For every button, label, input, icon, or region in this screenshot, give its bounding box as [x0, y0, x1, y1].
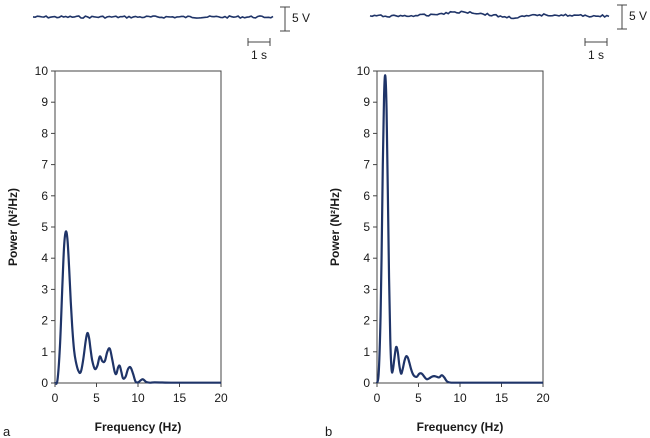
y-tick-label-a-4: 4 — [41, 251, 48, 265]
panel-a-spectrum-chart: 0 1 2 3 4 5 6 7 8 9 10 0 5 10 15 20 Frequency (Hz) Pow… — [3, 64, 228, 438]
time-scale-bar-b — [584, 38, 608, 46]
y-tick-label-a-8: 8 — [41, 126, 48, 140]
y-tick-label-a-2: 2 — [41, 314, 48, 328]
time-scale-label-b: 1 s — [588, 48, 604, 62]
y-tick-label-b-10: 10 — [357, 64, 371, 78]
y-axis-ticks-a: 0 1 2 3 4 5 6 7 8 9 10 — [35, 64, 55, 390]
y-tick-label-b-0: 0 — [363, 376, 370, 390]
plot-frame-a — [54, 70, 222, 384]
y-tick-label-b-5: 5 — [363, 220, 370, 234]
y-tick-label-a-9: 9 — [41, 95, 48, 109]
panel-b-spectrum-chart: 0 1 2 3 4 5 6 7 8 9 10 0 5 10 15 20 Frequency (Hz) Pow… — [325, 64, 550, 438]
x-tick-label-b-2: 10 — [453, 391, 467, 405]
time-scale-bar-a — [247, 38, 271, 46]
voltage-scale-label-b: 5 V — [629, 9, 647, 23]
y-tick-label-b-8: 8 — [363, 126, 370, 140]
y-tick-label-a-6: 6 — [41, 189, 48, 203]
voltage-scale-bar-a — [280, 6, 290, 32]
x-axis-title-a: Frequency (Hz) — [95, 420, 182, 434]
y-tick-label-a-7: 7 — [41, 158, 48, 172]
x-tick-label-b-3: 15 — [495, 391, 509, 405]
x-tick-label-a-2: 10 — [131, 391, 145, 405]
x-tick-label-a-3: 15 — [173, 391, 187, 405]
y-axis-ticks-b: 0 1 2 3 4 5 6 7 8 9 10 — [357, 64, 377, 390]
y-tick-label-b-9: 9 — [363, 95, 370, 109]
panel-label-a: a — [3, 424, 11, 438]
power-curve-b — [375, 74, 543, 384]
panel-label-b: b — [325, 424, 332, 438]
voltage-scale-label-a: 5 V — [292, 11, 310, 25]
y-tick-label-a-3: 3 — [41, 282, 48, 296]
y-tick-label-b-4: 4 — [363, 251, 370, 265]
x-axis-title-b: Frequency (Hz) — [417, 420, 504, 434]
x-tick-label-a-1: 5 — [93, 391, 100, 405]
panel-a-raw-signal: 5 V 1 s — [32, 6, 310, 62]
y-tick-label-a-0: 0 — [41, 376, 48, 390]
x-tick-label-b-1: 5 — [415, 391, 422, 405]
y-tick-label-b-1: 1 — [363, 345, 370, 359]
power-curve-a — [53, 230, 221, 385]
y-tick-label-a-10: 10 — [35, 64, 49, 78]
voltage-scale-bar-b — [617, 4, 627, 30]
x-tick-label-a-0: 0 — [52, 391, 59, 405]
y-tick-label-b-3: 3 — [363, 282, 370, 296]
y-tick-label-b-2: 2 — [363, 314, 370, 328]
plot-frame-b — [376, 70, 544, 384]
x-tick-label-a-4: 20 — [214, 391, 228, 405]
x-tick-label-b-4: 20 — [536, 391, 550, 405]
y-tick-label-a-5: 5 — [41, 220, 48, 234]
x-axis-ticks-b: 0 5 10 15 20 — [374, 383, 550, 405]
raw-signal-trace-b — [369, 10, 610, 20]
x-tick-label-b-0: 0 — [374, 391, 381, 405]
y-tick-label-b-6: 6 — [363, 189, 370, 203]
y-tick-label-a-1: 1 — [41, 345, 48, 359]
raw-signal-trace-a — [32, 15, 274, 20]
y-tick-label-b-7: 7 — [363, 158, 370, 172]
y-axis-title-a: Power (N²/Hz) — [6, 188, 20, 266]
panel-b-raw-signal: 5 V 1 s — [369, 4, 647, 62]
x-axis-ticks-a: 0 5 10 15 20 — [52, 383, 228, 405]
y-axis-title-b: Power (N²/Hz) — [328, 188, 342, 266]
time-scale-label-a: 1 s — [251, 48, 267, 62]
